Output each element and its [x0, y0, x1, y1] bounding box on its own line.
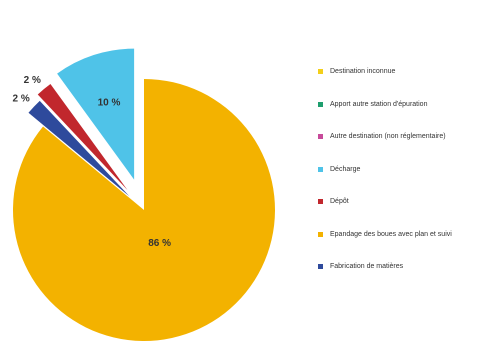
- legend-label: Destination inconnue: [330, 68, 396, 75]
- pie-slice: [37, 83, 128, 190]
- legend-swatch: [318, 199, 323, 204]
- legend-label: Dépôt: [330, 198, 349, 205]
- legend-item: Autre destination (non réglementaire): [318, 131, 502, 142]
- pie-slice: [28, 100, 130, 197]
- legend: Destination inconnue Apport autre statio…: [318, 66, 502, 294]
- legend-label: Décharge: [330, 165, 361, 173]
- legend-swatch: [318, 166, 323, 172]
- slice-label: 2 %: [24, 75, 41, 86]
- legend-item: Décharge: [318, 164, 502, 175]
- pie-slice: [12, 79, 275, 341]
- legend-swatch: [318, 134, 323, 139]
- legend-item: Dépôt: [318, 196, 502, 207]
- pie-chart: 86 % 2 % 2 % 10 %: [12, 48, 275, 341]
- legend-label: Epandage des boues avec plan et suivi: [330, 230, 452, 238]
- legend-item: Destination inconnue: [318, 66, 502, 77]
- legend-label: Apport autre station d'épuration: [330, 100, 428, 108]
- legend-item: Fabrication de matières: [318, 261, 502, 272]
- legend-item: Epandage des boues avec plan et suivi: [318, 229, 502, 240]
- legend-swatch: [318, 264, 323, 269]
- slice-label: 2 %: [13, 93, 30, 104]
- legend-swatch: [318, 101, 323, 107]
- pie-slice: [57, 48, 135, 180]
- legend-swatch: [318, 231, 323, 237]
- legend-label: Fabrication de matières: [330, 263, 404, 270]
- slice-label: 86 %: [148, 238, 171, 249]
- legend-item: Apport autre station d'épuration: [318, 99, 502, 110]
- slice-label: 10 %: [98, 97, 121, 108]
- legend-label: Autre destination (non réglementaire): [330, 133, 446, 140]
- legend-swatch: [318, 69, 323, 74]
